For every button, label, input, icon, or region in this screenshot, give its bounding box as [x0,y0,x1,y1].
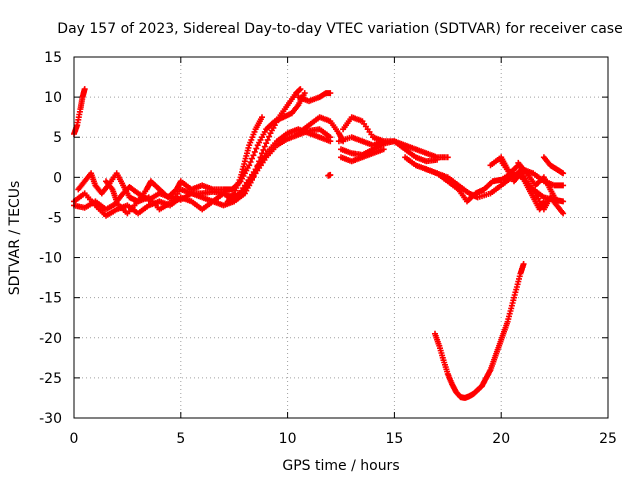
data-point-markers [432,261,527,401]
data-point-markers [515,159,560,205]
y-tick-label: -10 [39,251,62,267]
data-point-markers [295,90,334,105]
y-tick-label: -25 [39,371,62,387]
y-tick-label: -15 [39,291,62,307]
y-tick-label: -30 [39,411,62,427]
x-axis-label: GPS time / hours [282,458,399,474]
x-tick-label: 0 [70,431,79,447]
data-point-markers [498,158,567,217]
data-point-markers [540,154,567,177]
y-tick-label: 15 [44,50,62,66]
data-track [338,146,387,165]
data-point-markers [325,171,334,179]
chart-title: Day 157 of 2023, Sidereal Day-to-day VTE… [57,21,622,37]
data-point-markers [224,114,265,205]
data-track [295,114,347,145]
y-tick-label: -20 [39,331,62,347]
data-point-markers [71,126,334,217]
data-point-markers [103,126,334,205]
x-tick-label: 25 [599,431,617,447]
data-track [432,261,527,401]
data-point-markers [338,146,387,165]
x-tick-label: 15 [385,431,403,447]
x-tick-label: 10 [279,431,297,447]
data-point-markers [295,114,347,145]
grid-lines [74,57,608,418]
data-track [540,154,567,177]
y-tick-label: -5 [48,210,62,226]
data-track [498,158,567,217]
y-tick-label: 5 [53,130,62,146]
data-track [515,159,560,205]
data-track [295,90,334,105]
y-axis-label: SDTVAR / TECUs [7,181,23,296]
data-track [224,114,265,205]
data-track [103,126,334,205]
x-tick-label: 20 [492,431,510,447]
plot-frame [73,56,609,419]
y-tick-label: 10 [44,90,62,106]
data-layer [71,86,567,401]
data-track [71,126,334,217]
x-tick-label: 5 [176,431,185,447]
data-track [325,171,334,179]
y-tick-label: 0 [53,170,62,186]
axis-ticks: 0 5 10 15 20 25 -30 -25 -20 -15 -10 -5 0 5 10 15 [39,50,617,447]
